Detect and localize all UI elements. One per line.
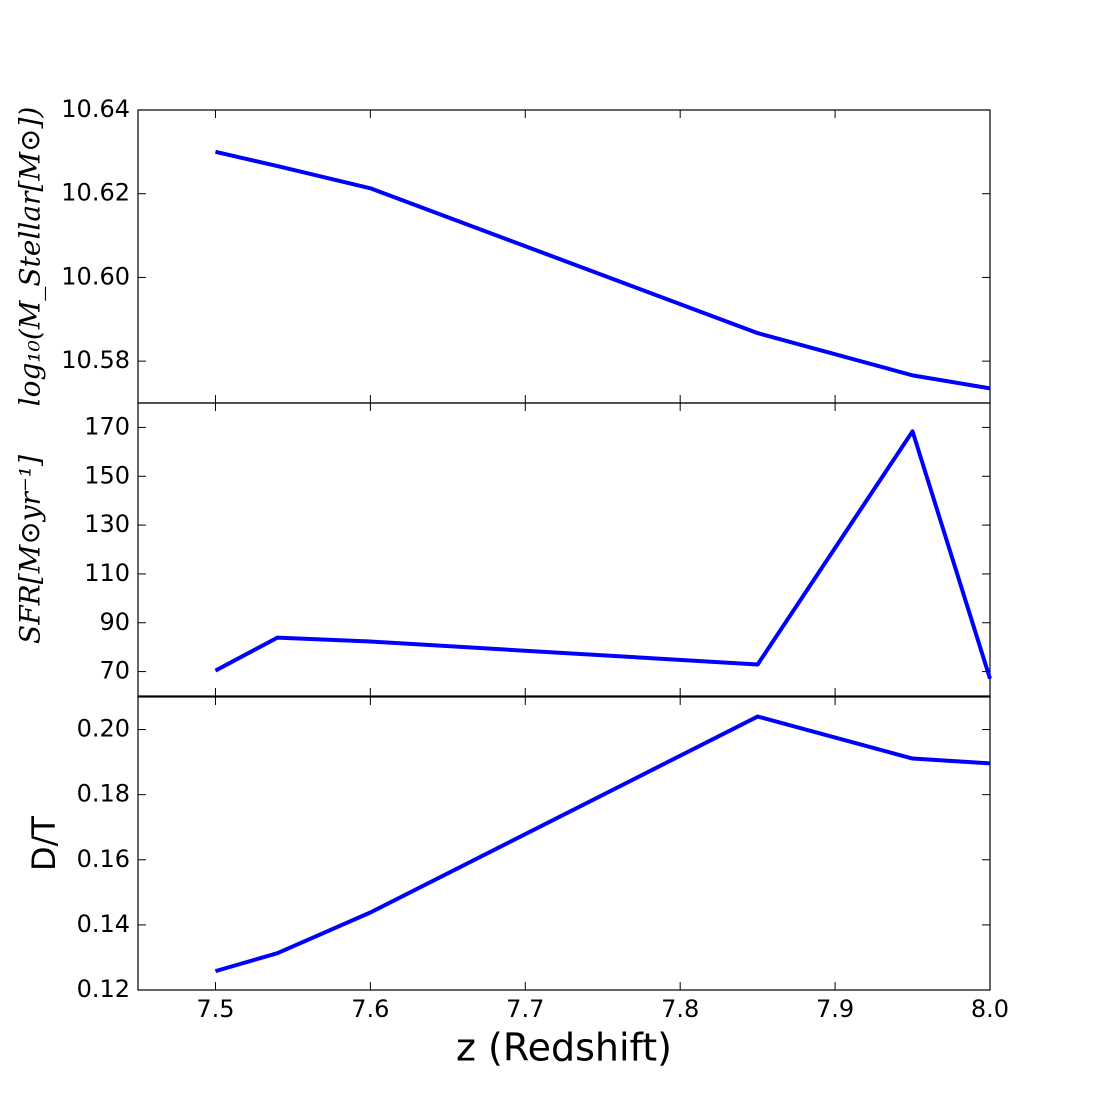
plot-frame: [137, 402, 991, 697]
y-tick-label: 0.16: [77, 845, 130, 873]
y-axis-label: log₁₀(M_Stellar[M⊙]): [14, 107, 47, 407]
x-tick-label: 7.5: [196, 995, 234, 1023]
y-tick-label: 0.12: [77, 975, 130, 1003]
y-axis-label: SFR[M⊙yr⁻¹]: [14, 455, 47, 644]
x-tick-label: 7.9: [816, 995, 854, 1023]
data-line: [215, 149, 991, 391]
x-tick-label: 8.0: [971, 995, 1009, 1023]
y-tick-label: 70: [99, 657, 130, 685]
y-tick-label: 10.60: [61, 262, 130, 290]
x-axis-label: z (Redshift): [456, 1026, 672, 1070]
y-tick-label: 0.20: [77, 715, 130, 743]
plot-frame: [137, 109, 991, 404]
y-tick-label: 10.64: [61, 95, 130, 123]
data-line: [214, 714, 991, 974]
y-tick-label: 170: [84, 412, 130, 440]
plot-frame: [137, 696, 991, 991]
y-tick-label: 110: [84, 559, 130, 587]
y-tick-label: 0.18: [77, 780, 130, 808]
y-axis-label: D/T: [25, 816, 63, 871]
y-tick-label: 0.14: [77, 910, 130, 938]
y-tick-label: 130: [84, 510, 130, 538]
y-tick-label: 10.62: [61, 179, 130, 207]
data-line: [214, 429, 992, 680]
y-tick-label: 90: [99, 608, 130, 636]
x-tick-label: 7.6: [351, 995, 389, 1023]
x-tick-label: 7.8: [661, 995, 699, 1023]
y-tick-label: 10.58: [61, 346, 130, 374]
x-tick-label: 7.7: [506, 995, 544, 1023]
y-tick-label: 150: [84, 461, 130, 489]
